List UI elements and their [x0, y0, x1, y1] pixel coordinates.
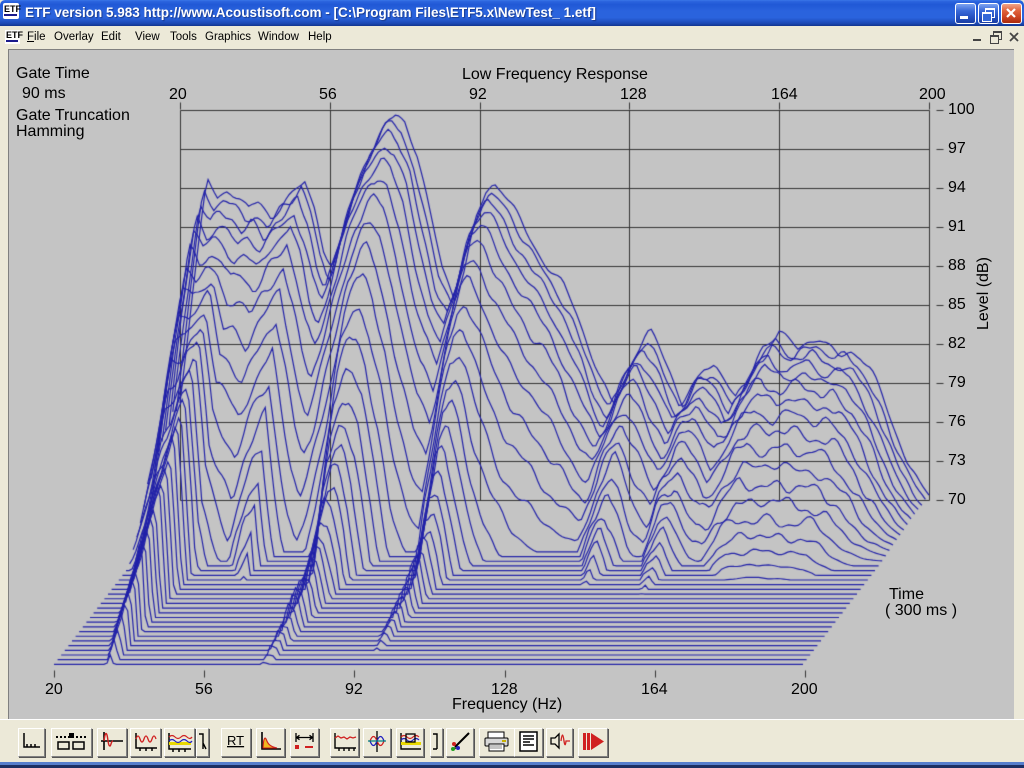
svg-text:RT: RT	[227, 733, 244, 748]
